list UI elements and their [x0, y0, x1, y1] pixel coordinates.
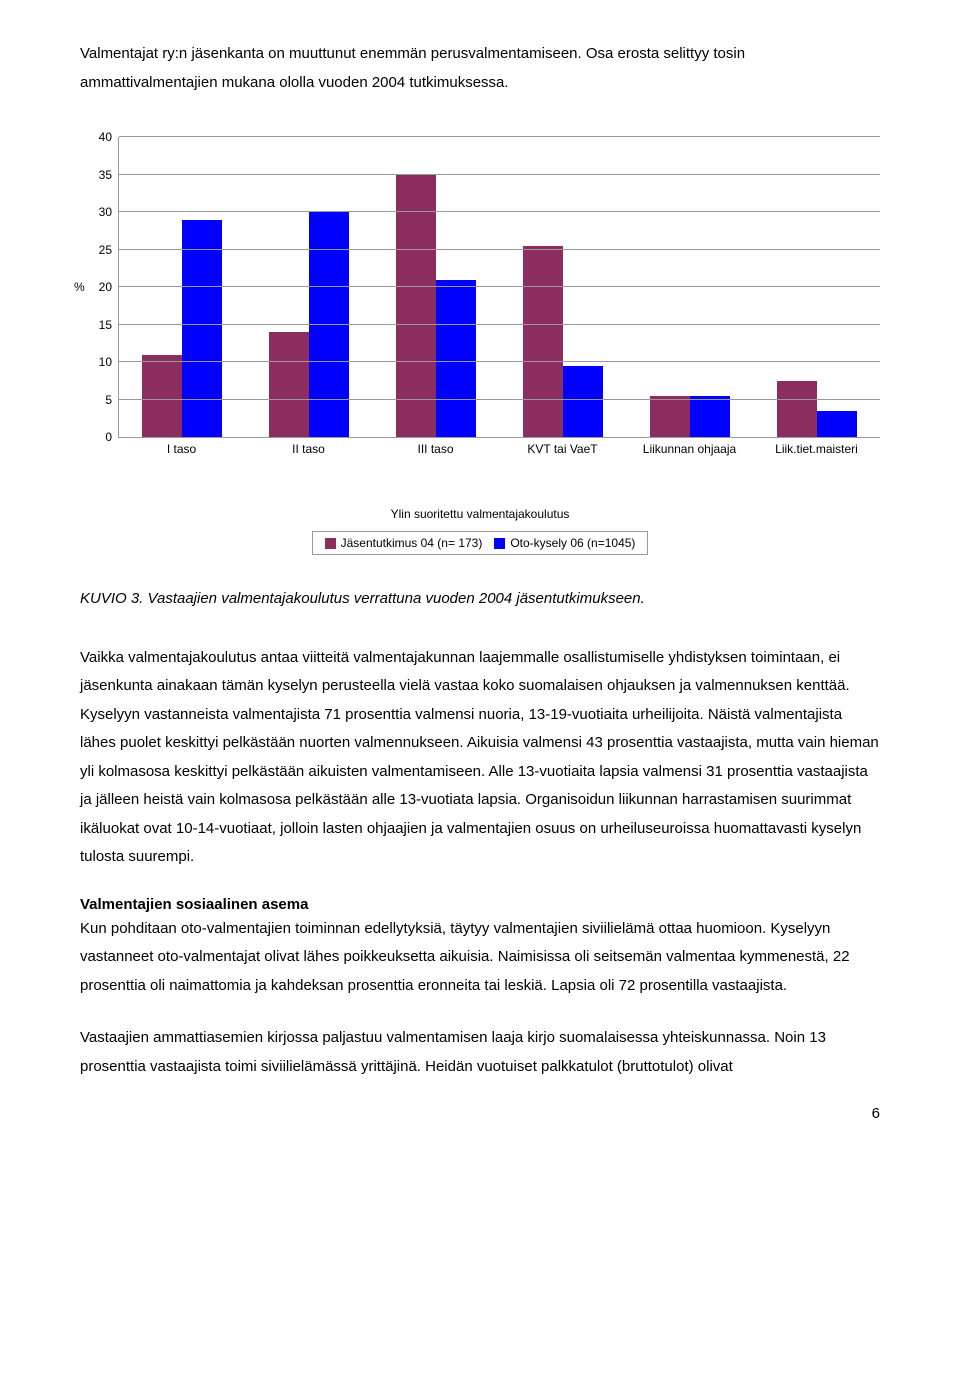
bar — [269, 332, 309, 437]
gridline — [119, 136, 880, 137]
x-axis-labels: I tasoII tasoIII tasoKVT tai VaeTLiikunn… — [118, 442, 880, 456]
bar — [563, 366, 603, 437]
bar — [817, 411, 857, 437]
bar — [777, 381, 817, 437]
section-heading: Valmentajien sosiaalinen asema — [80, 896, 880, 913]
legend-swatch — [325, 538, 336, 549]
bar-group — [246, 137, 373, 437]
x-axis-title: Ylin suoritettu valmentajakoulutus — [80, 507, 880, 521]
y-tick: 25 — [99, 243, 112, 257]
y-tick: 30 — [99, 205, 112, 219]
y-tick: 10 — [99, 355, 112, 369]
y-axis-label: % — [74, 280, 85, 294]
legend-label: Jäsentutkimus 04 (n= 173) — [341, 536, 483, 550]
figure-label: KUVIO 3. — [80, 590, 143, 607]
bar — [650, 396, 690, 437]
y-tick: 15 — [99, 318, 112, 332]
y-tick: 5 — [105, 393, 112, 407]
x-label: Liik.tiet.maisteri — [753, 442, 880, 456]
y-tick: 40 — [99, 130, 112, 144]
gridline — [119, 399, 880, 400]
y-axis: % 0510152025303540 — [80, 137, 118, 437]
body-paragraph-2: Kun pohditaan oto-valmentajien toiminnan… — [80, 915, 880, 1001]
gridline — [119, 174, 880, 175]
bar-group — [119, 137, 246, 437]
bar — [436, 280, 476, 438]
body-paragraph-3: Vastaajien ammattiasemien kirjossa palja… — [80, 1024, 880, 1081]
legend-item: Jäsentutkimus 04 (n= 173) — [325, 536, 483, 550]
x-label: I taso — [118, 442, 245, 456]
bar-group — [626, 137, 753, 437]
page-number: 6 — [80, 1105, 880, 1122]
legend-swatch — [494, 538, 505, 549]
y-tick: 0 — [105, 430, 112, 444]
bar-group — [753, 137, 880, 437]
x-label: II taso — [245, 442, 372, 456]
gridline — [119, 324, 880, 325]
bars-layer — [119, 137, 880, 437]
chart-legend: Jäsentutkimus 04 (n= 173) Oto-kysely 06 (… — [312, 531, 649, 555]
legend-label: Oto-kysely 06 (n=1045) — [510, 536, 635, 550]
bar — [523, 246, 563, 437]
intro-paragraph: Valmentajat ry:n jäsenkanta on muuttunut… — [80, 40, 880, 97]
bar — [142, 355, 182, 438]
bar — [309, 212, 349, 437]
bar — [690, 396, 730, 437]
y-tick: 20 — [99, 280, 112, 294]
bar-chart: % 0510152025303540 I tasoII tasoIII taso… — [80, 137, 880, 555]
gridline — [119, 361, 880, 362]
x-label: Liikunnan ohjaaja — [626, 442, 753, 456]
bar-group — [373, 137, 500, 437]
legend-item: Oto-kysely 06 (n=1045) — [494, 536, 635, 550]
gridline — [119, 211, 880, 212]
y-tick: 35 — [99, 168, 112, 182]
x-label: KVT tai VaeT — [499, 442, 626, 456]
figure-caption: KUVIO 3. Vastaajien valmentajakoulutus v… — [80, 585, 880, 614]
gridline — [119, 286, 880, 287]
bar-group — [499, 137, 626, 437]
x-label: III taso — [372, 442, 499, 456]
body-paragraph-1: Vaikka valmentajakoulutus antaa viitteit… — [80, 644, 880, 872]
bar — [182, 220, 222, 438]
figure-caption-text: Vastaajien valmentajakoulutus verrattuna… — [148, 590, 645, 607]
gridline — [119, 249, 880, 250]
plot-area — [118, 137, 880, 438]
